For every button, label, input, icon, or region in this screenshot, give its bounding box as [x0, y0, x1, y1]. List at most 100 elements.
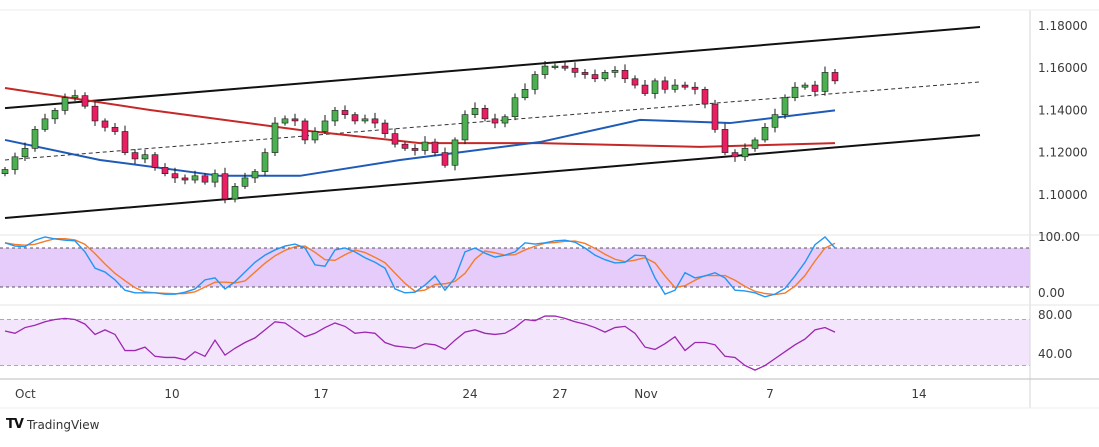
candle: [131, 152, 139, 160]
candle: [261, 152, 269, 172]
candle: [71, 95, 79, 99]
time-axis-label: Nov: [634, 387, 657, 401]
candle: [621, 70, 629, 80]
candle: [611, 70, 619, 73]
candle: [791, 86, 799, 99]
candle: [741, 148, 749, 158]
price-tick-label: 1.18000: [1038, 19, 1088, 33]
candle: [431, 141, 439, 153]
candle: [641, 84, 649, 94]
candle: [371, 118, 379, 124]
candle: [51, 110, 59, 120]
stochastic-tick-label: 0.00: [1038, 286, 1065, 300]
candle: [521, 89, 529, 99]
candle: [601, 72, 609, 80]
candle: [501, 116, 509, 124]
candle: [151, 154, 159, 168]
brand-name: TradingView: [26, 417, 100, 432]
candle: [91, 105, 99, 122]
candle: [21, 148, 29, 158]
candle: [581, 72, 589, 75]
candle: [251, 171, 259, 179]
candle: [141, 154, 149, 160]
time-axis-label: 27: [552, 387, 567, 401]
candle: [201, 175, 209, 183]
candle: [121, 131, 129, 153]
stochastic-k-line: [4, 235, 836, 298]
candle: [271, 122, 279, 153]
stochastic-tick-label: 100.00: [1038, 230, 1080, 244]
candle: [191, 175, 199, 181]
candle: [651, 80, 659, 94]
channel-upper-line: [4, 26, 981, 110]
candle: [171, 173, 179, 179]
candle: [241, 177, 249, 187]
candle: [721, 129, 729, 153]
candle: [11, 156, 19, 170]
candle: [761, 126, 769, 141]
candle: [311, 131, 319, 141]
candle: [731, 152, 739, 158]
candle: [591, 74, 599, 80]
candle: [401, 143, 409, 149]
price-pane[interactable]: [1, 26, 981, 220]
rsi-tick-label: 40.00: [1038, 347, 1072, 361]
fast-moving-average: [4, 109, 836, 177]
candle: [511, 97, 519, 118]
candle: [451, 139, 459, 166]
candle: [531, 74, 539, 90]
slow-moving-average: [4, 87, 836, 148]
candle: [421, 141, 429, 151]
price-tick-label: 1.12000: [1038, 146, 1088, 160]
time-axis-label: 24: [462, 387, 477, 401]
candle: [211, 173, 219, 183]
candle: [821, 72, 829, 92]
candle: [281, 118, 289, 124]
tradingview-logo[interactable]: 𝗧𝗩 TradingView: [6, 417, 99, 432]
candle: [681, 84, 689, 88]
candle: [481, 107, 489, 120]
candle: [291, 118, 299, 122]
time-axis-label: 10: [164, 387, 179, 401]
stochastic-pane[interactable]: [4, 235, 836, 298]
candle: [331, 110, 339, 122]
channel-mid-line: [4, 81, 981, 161]
candle: [541, 65, 549, 75]
rsi-tick-label: 80.00: [1038, 308, 1072, 322]
candle: [811, 84, 819, 92]
time-axis-label: Oct: [15, 387, 36, 401]
time-axis-label: 14: [911, 387, 926, 401]
candle: [381, 122, 389, 134]
channel-lower-line: [4, 134, 981, 220]
candle: [831, 72, 839, 82]
rsi-pane[interactable]: [4, 315, 836, 371]
tradingview-logo-icon: 𝗧𝗩: [6, 417, 24, 432]
stochastic-d-line: [4, 237, 836, 296]
candle: [771, 114, 779, 128]
candle: [111, 126, 119, 132]
candle: [391, 133, 399, 145]
candle: [711, 103, 719, 130]
candle: [101, 120, 109, 128]
candle: [661, 80, 669, 90]
candle: [691, 86, 699, 90]
candle: [551, 65, 559, 68]
chart-canvas[interactable]: 1.180001.160001.140001.120001.10000100.0…: [0, 0, 1099, 410]
candle: [1, 169, 9, 174]
candle: [221, 173, 229, 200]
price-tick-label: 1.10000: [1038, 188, 1088, 202]
candle: [411, 148, 419, 151]
candle: [181, 177, 189, 181]
candle: [751, 139, 759, 149]
rsi-line: [4, 315, 836, 371]
candle: [491, 118, 499, 124]
candle: [231, 186, 239, 200]
stochastic-band: [0, 248, 1030, 287]
candle: [561, 65, 569, 69]
candle: [781, 97, 789, 115]
candle: [341, 110, 349, 115]
candle: [361, 118, 369, 122]
candle: [351, 114, 359, 122]
candle: [461, 114, 469, 141]
candle: [701, 89, 709, 105]
